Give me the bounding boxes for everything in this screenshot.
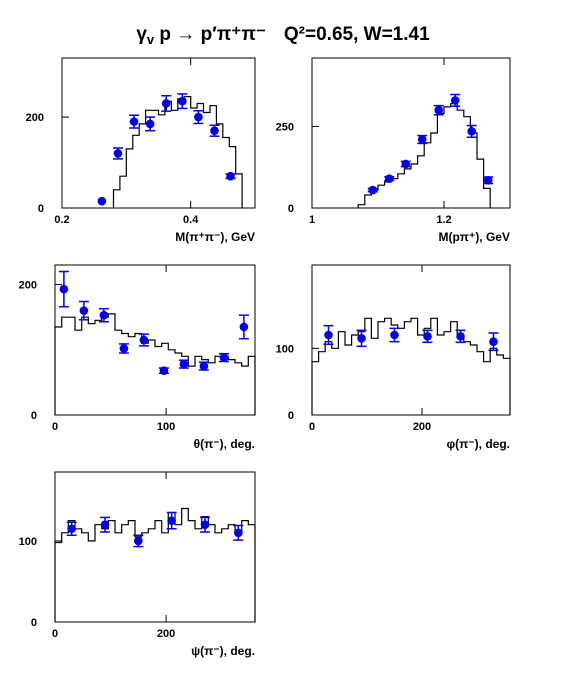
x-tick-label: 200 xyxy=(157,628,175,640)
data-point xyxy=(67,524,76,534)
data-point xyxy=(324,330,333,340)
data-point xyxy=(401,159,411,169)
data-point xyxy=(97,196,107,206)
plot-frame xyxy=(311,264,511,416)
data-point xyxy=(456,332,465,341)
data-point xyxy=(129,117,139,126)
data-point xyxy=(423,332,432,341)
data-point xyxy=(178,96,187,106)
data-point xyxy=(368,185,378,195)
data-point xyxy=(467,127,477,136)
data-point xyxy=(139,335,149,345)
title-reaction-head: γ xyxy=(136,24,147,45)
data-point xyxy=(159,366,169,375)
data-point xyxy=(167,516,176,525)
y-tick-label: 200 xyxy=(26,112,44,124)
x-axis-label: θ(π⁻), deg. xyxy=(194,437,255,451)
data-point xyxy=(113,149,123,158)
data-point xyxy=(134,536,143,546)
x-axis-label: M(π⁺π⁻), GeV xyxy=(175,230,255,244)
panel-5: 0 200 0 100 ψ(π⁻), deg. xyxy=(19,471,256,658)
y-tick-label: 100 xyxy=(276,343,294,355)
x-tick-label: 100 xyxy=(157,421,175,433)
data-point xyxy=(199,361,209,371)
data-point xyxy=(79,306,89,315)
data-point xyxy=(59,284,69,294)
data-point xyxy=(219,353,229,362)
x-tick-label: 0.2 xyxy=(54,214,69,226)
x-tick-label: 200 xyxy=(413,421,431,433)
y-tick-label: 250 xyxy=(276,121,294,133)
title-reaction-tail: p → p′π⁺π⁻ xyxy=(154,24,266,45)
y-tick-label: 200 xyxy=(19,280,37,292)
panels: 0.2 0.4 0 200 M(π⁺π⁻), GeV 1 1.2 0 250 M(pπ⁺), Ge… xyxy=(19,57,511,658)
histogram-series xyxy=(112,96,243,208)
y-tick-label: 100 xyxy=(19,536,37,548)
data-point xyxy=(483,175,493,185)
y-tick-label: 0 xyxy=(288,203,294,215)
data-point xyxy=(417,135,427,144)
data-point xyxy=(100,520,110,530)
x-tick-label: 0 xyxy=(52,421,58,433)
data-point xyxy=(489,337,498,346)
data-point xyxy=(226,171,235,181)
figure-title: γv p → p′π⁺π⁻ Q²=0.65, W=1.41 xyxy=(136,24,430,47)
title-kinematics: Q²=0.65, W=1.41 xyxy=(284,24,430,45)
y-tick-label: 0 xyxy=(288,410,294,422)
plot-frame xyxy=(54,471,256,623)
data-point xyxy=(179,359,189,369)
histogram-series xyxy=(54,507,256,622)
histogram-series xyxy=(357,103,491,208)
data-point xyxy=(200,520,210,530)
x-tick-label: 1 xyxy=(309,214,315,226)
x-axis-label: M(pπ⁺), GeV xyxy=(438,230,510,244)
data-point xyxy=(145,119,155,129)
x-tick-label: 1.2 xyxy=(436,214,451,226)
plot-frame xyxy=(61,57,256,209)
histogram-series xyxy=(311,317,511,415)
data-point xyxy=(434,105,444,115)
y-tick-label: 0 xyxy=(38,203,44,215)
panel-2: 1 1.2 0 250 M(pπ⁺), GeV xyxy=(276,57,511,244)
y-tick-label: 0 xyxy=(31,617,37,629)
title-reaction-sub: v xyxy=(147,32,155,47)
data-point xyxy=(119,344,129,353)
data-point xyxy=(99,310,109,320)
plot-frame xyxy=(311,57,511,209)
data-point xyxy=(194,112,203,122)
data-point xyxy=(161,99,171,108)
data-point xyxy=(234,528,243,538)
panel-4: 0 200 0 100 φ(π⁻), deg. xyxy=(276,264,511,451)
panel-1: 0.2 0.4 0 200 M(π⁺π⁻), GeV xyxy=(26,57,256,244)
data-point xyxy=(450,96,460,105)
data-point xyxy=(210,126,219,136)
x-axis-label: ψ(π⁻), deg. xyxy=(191,644,255,658)
data-point xyxy=(357,334,366,343)
panel-3: 0 100 0 200 θ(π⁻), deg. xyxy=(19,264,256,451)
data-point xyxy=(390,330,399,340)
x-axis-label: φ(π⁻), deg. xyxy=(447,437,510,451)
histogram-series xyxy=(54,313,256,415)
x-tick-label: 0 xyxy=(309,421,315,433)
x-tick-label: 0 xyxy=(52,628,58,640)
y-tick-label: 0 xyxy=(31,410,37,422)
data-point xyxy=(384,174,394,183)
x-tick-label: 0.4 xyxy=(183,214,199,226)
data-point xyxy=(239,322,249,332)
